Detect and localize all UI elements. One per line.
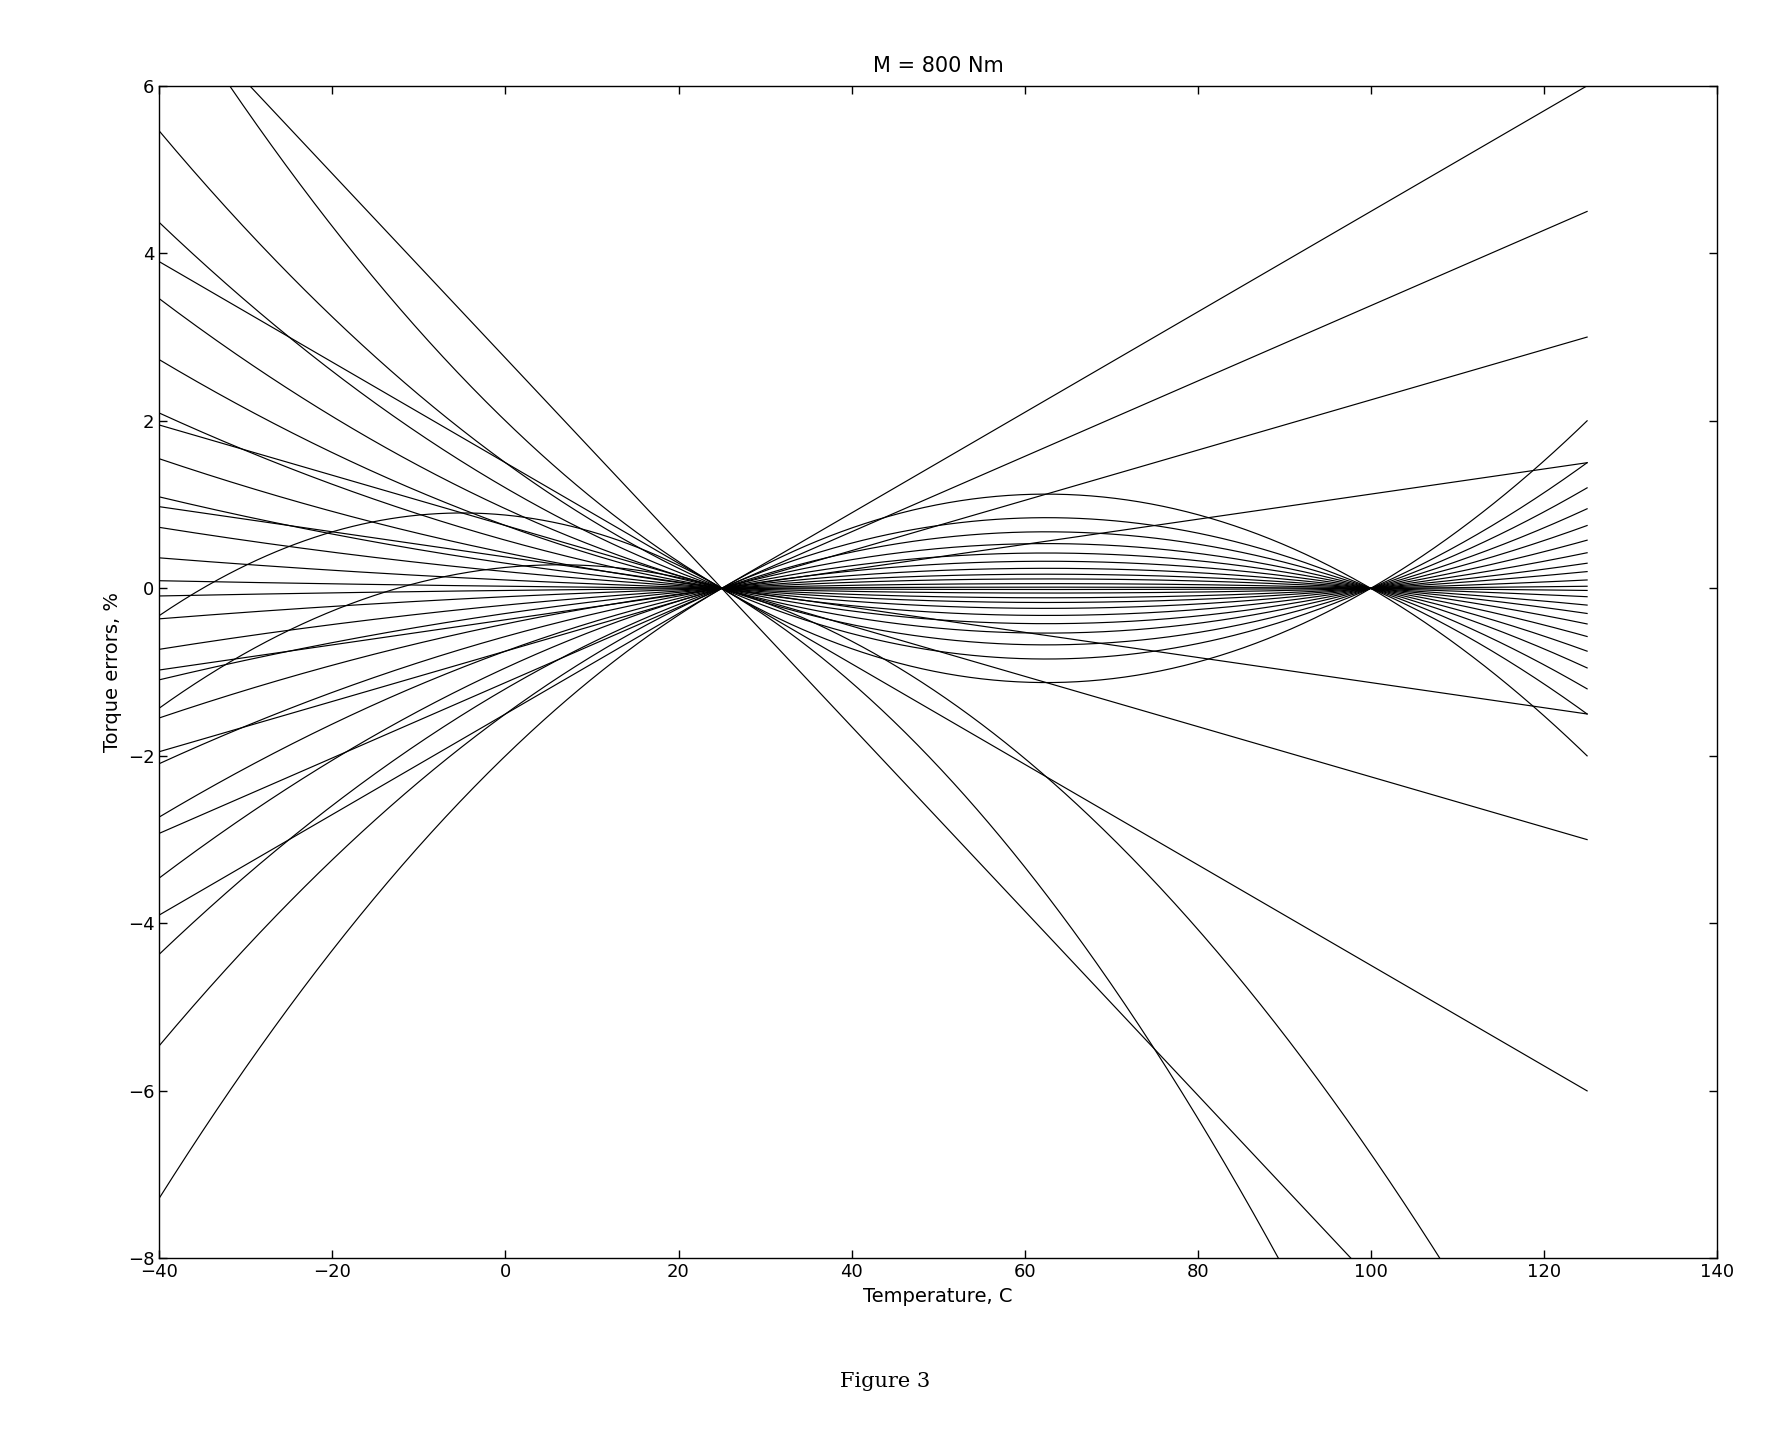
Title: M = 800 Nm: M = 800 Nm [873, 56, 1004, 76]
Text: Figure 3: Figure 3 [841, 1373, 929, 1391]
X-axis label: Temperature, C: Temperature, C [864, 1287, 1012, 1306]
Y-axis label: Torque errors, %: Torque errors, % [103, 592, 122, 752]
